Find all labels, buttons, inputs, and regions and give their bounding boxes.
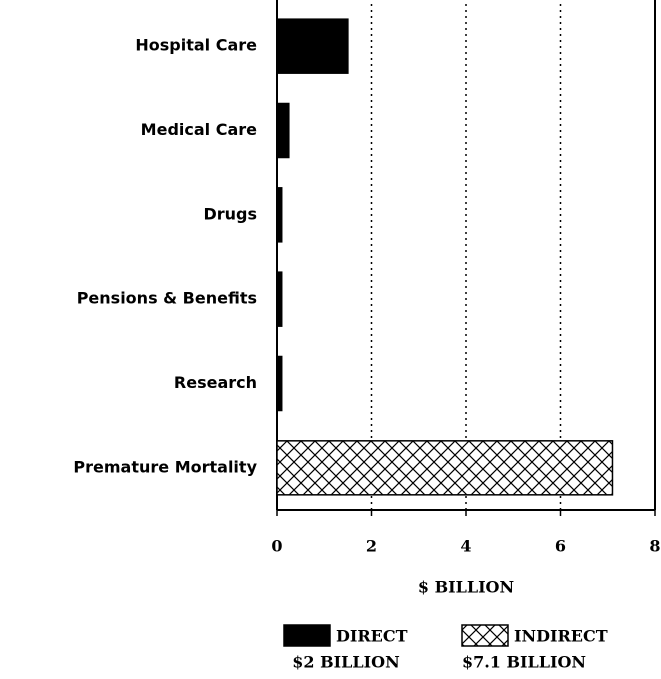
y-tick-label: Medical Care (141, 120, 257, 139)
bar (276, 18, 349, 74)
bar (276, 187, 283, 243)
x-tick-label: 8 (649, 537, 660, 556)
legend-label: INDIRECT (514, 627, 608, 646)
legend-swatch (283, 624, 331, 647)
y-tick-label: Pensions & Benefits (77, 289, 257, 308)
x-axis-label: $ BILLION (418, 578, 514, 597)
x-tick-label: 2 (366, 537, 377, 556)
bar (276, 102, 290, 159)
legend-total: $2 BILLION (292, 653, 399, 672)
bar (276, 355, 283, 412)
x-tick-label: 4 (460, 537, 471, 556)
legend-total: $7.1 BILLION (462, 653, 586, 672)
y-tick-label: Research (174, 373, 257, 392)
bar (276, 440, 614, 496)
y-tick-label: Hospital Care (135, 36, 257, 55)
x-tick-label: 0 (271, 537, 282, 556)
bar (276, 271, 283, 327)
x-tick-label: 6 (555, 537, 566, 556)
legend-label: DIRECT (336, 627, 408, 646)
legend-swatch (461, 624, 509, 647)
y-tick-label: Premature Mortality (73, 457, 257, 476)
y-tick-label: Drugs (203, 204, 257, 223)
